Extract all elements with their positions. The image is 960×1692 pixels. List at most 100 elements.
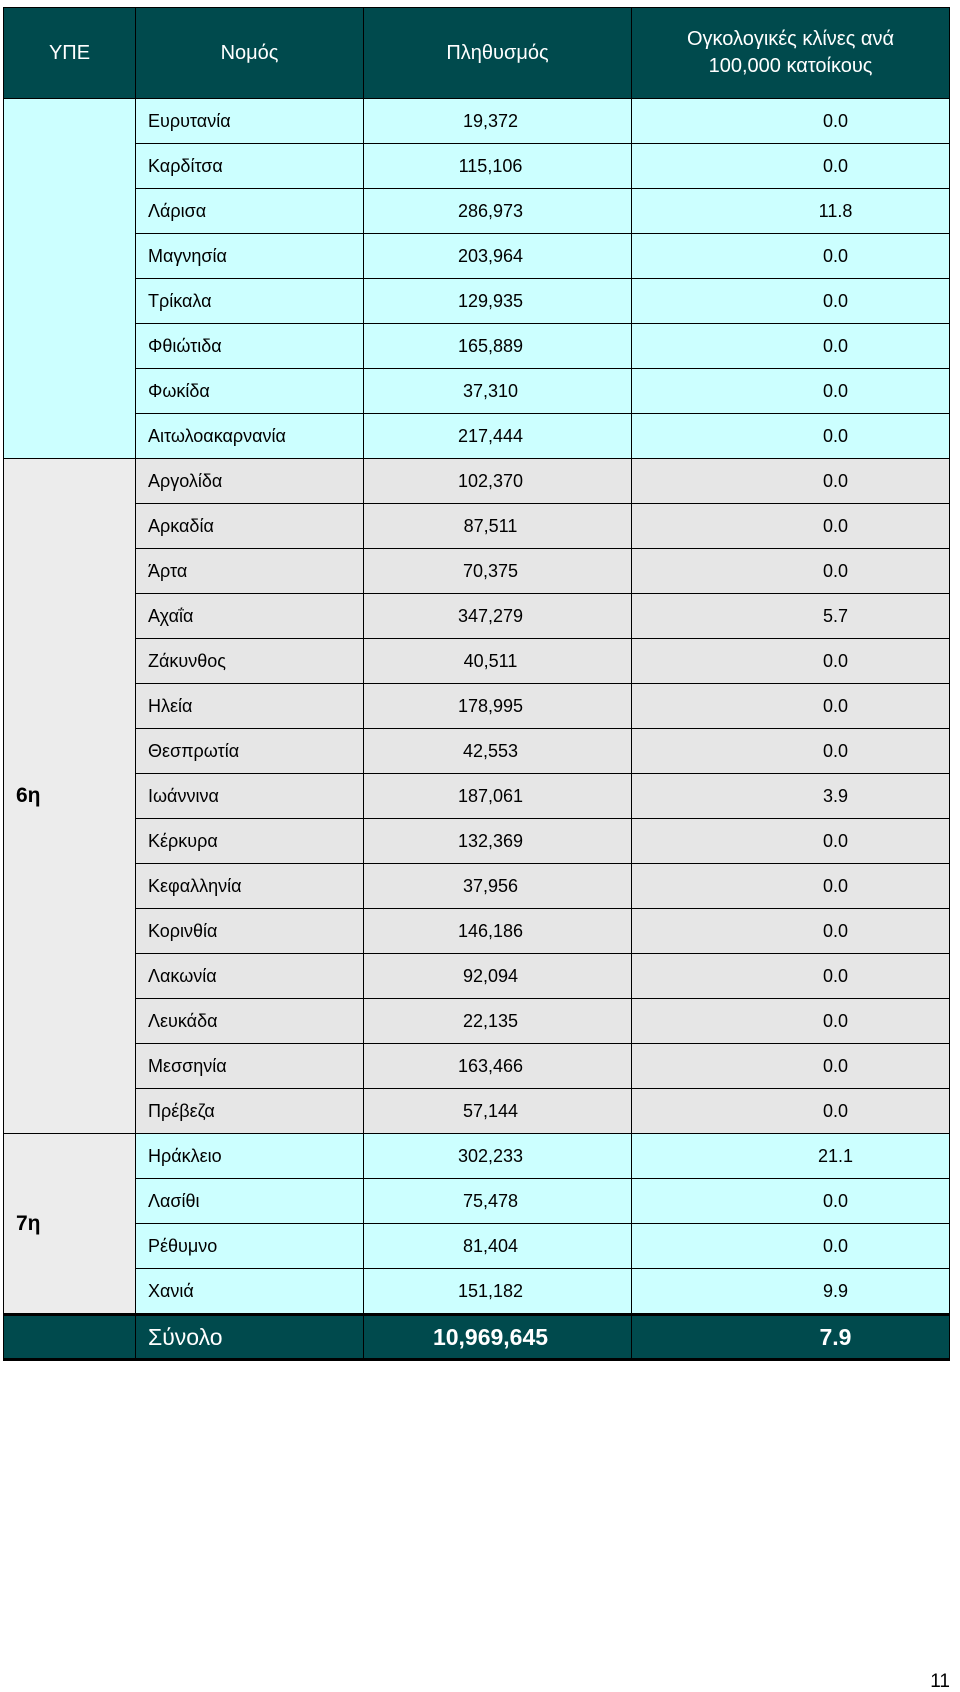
beds-value: 0.0 [631, 1223, 950, 1269]
table-row: Κεφαλληνία 37,956 0.0 [4, 863, 950, 909]
county-name: Ζάκυνθος [135, 638, 364, 684]
upe-group-cell [3, 98, 136, 459]
population-value: 75,478 [363, 1178, 632, 1224]
county-name: Λευκάδα [135, 998, 364, 1044]
population-value: 187,061 [363, 773, 632, 819]
beds-value: 0.0 [631, 908, 950, 954]
population-value: 178,995 [363, 683, 632, 729]
population-value: 81,404 [363, 1223, 632, 1269]
beds-value: 0.0 [631, 458, 950, 504]
population-value: 302,233 [363, 1133, 632, 1179]
table-row: 6η Αργολίδα 102,370 0.0 [3, 458, 950, 1134]
table-row: Φωκίδα 37,310 0.0 [4, 368, 950, 414]
table-row: Λάρισα 286,973 11.8 [4, 188, 950, 234]
beds-value: 0.0 [631, 143, 950, 189]
population-value: 87,511 [363, 503, 632, 549]
table-row: Τρίκαλα 129,935 0.0 [4, 278, 950, 324]
population-value: 286,973 [363, 188, 632, 234]
beds-value: 0.0 [631, 953, 950, 999]
county-name: Ιωάννινα [135, 773, 364, 819]
county-name: Ρέθυμνο [135, 1223, 364, 1269]
county-name: Μαγνησία [135, 233, 364, 279]
table-row: Λακωνία 92,094 0.0 [4, 953, 950, 999]
table-row: Αιτωλοακαρνανία 217,444 0.0 [4, 413, 950, 459]
population-value: 92,094 [363, 953, 632, 999]
header-beds-line1: Ογκολογικές κλίνες ανά [686, 28, 895, 50]
population-value: 37,310 [363, 368, 632, 414]
county-name: Λακωνία [135, 953, 364, 999]
beds-value: 0.0 [631, 368, 950, 414]
table-header-row: ΥΠΕ Νομός Πληθυσμός Ογκολογικές κλίνες α… [3, 7, 950, 99]
table-row: Αχαΐα 347,279 5.7 [4, 593, 950, 639]
beds-value: 0.0 [631, 278, 950, 324]
county-name: Αργολίδα [135, 458, 364, 504]
table-row: Μεσσηνία 163,466 0.0 [4, 1043, 950, 1089]
table-row: Χανιά 151,182 9.9 [4, 1268, 950, 1315]
population-value: 115,106 [363, 143, 632, 189]
county-name: Θεσπρωτία [135, 728, 364, 774]
population-value: 57,144 [363, 1088, 632, 1134]
table-row: Καρδίτσα 115,106 0.0 [4, 143, 950, 189]
beds-value: 0.0 [631, 413, 950, 459]
table-row: Ιωάννινα 187,061 3.9 [4, 773, 950, 819]
table-row: Λευκάδα 22,135 0.0 [4, 998, 950, 1044]
beds-value: 0.0 [631, 818, 950, 864]
population-value: 42,553 [363, 728, 632, 774]
table-row: Άρτα 70,375 0.0 [4, 548, 950, 594]
table-row: Λασίθι 75,478 0.0 [4, 1178, 950, 1224]
population-value: 203,964 [363, 233, 632, 279]
beds-value: 0.0 [631, 548, 950, 594]
table-row: Μαγνησία 203,964 0.0 [4, 233, 950, 279]
beds-value: 5.7 [631, 593, 950, 639]
oncology-beds-table: ΥΠΕ Νομός Πληθυσμός Ογκολογικές κλίνες α… [3, 7, 950, 1361]
beds-value: 0.0 [631, 323, 950, 369]
table-row: Θεσπρωτία 42,553 0.0 [4, 728, 950, 774]
county-name: Ευρυτανία [135, 98, 364, 144]
table-row: Φθιώτιδα 165,889 0.0 [4, 323, 950, 369]
header-beds: Ογκολογικές κλίνες ανά 100,000 κατοίκους [631, 7, 950, 99]
total-row: Σύνολο 10,969,645 7.9 [3, 1313, 950, 1361]
beds-value: 0.0 [631, 233, 950, 279]
population-value: 102,370 [363, 458, 632, 504]
table-row: Ρέθυμνο 81,404 0.0 [4, 1223, 950, 1269]
county-name: Κεφαλληνία [135, 863, 364, 909]
beds-value: 0.0 [631, 683, 950, 729]
table-row: Αρκαδία 87,511 0.0 [4, 503, 950, 549]
header-beds-line2: 100,000 κατοίκους [708, 55, 873, 77]
page-number: 11 [930, 1671, 950, 1692]
beds-value: 0.0 [631, 1178, 950, 1224]
county-name: Λάρισα [135, 188, 364, 234]
total-label: Σύνολο [135, 1313, 364, 1361]
population-value: 129,935 [363, 278, 632, 324]
county-name: Χανιά [135, 1268, 364, 1315]
total-upe-cell [3, 1313, 136, 1361]
beds-value: 0.0 [631, 503, 950, 549]
county-name: Ηλεία [135, 683, 364, 729]
beds-value: 0.0 [631, 1088, 950, 1134]
beds-value: 21.1 [631, 1133, 950, 1179]
county-name: Άρτα [135, 548, 364, 594]
county-name: Φθιώτιδα [135, 323, 364, 369]
upe-group-cell: 7η [3, 1133, 136, 1315]
population-value: 19,372 [363, 98, 632, 144]
county-name: Αρκαδία [135, 503, 364, 549]
county-name: Φωκίδα [135, 368, 364, 414]
header-population: Πληθυσμός [363, 7, 632, 99]
table-row: Πρέβεζα 57,144 0.0 [4, 1088, 950, 1134]
county-name: Καρδίτσα [135, 143, 364, 189]
county-name: Αχαΐα [135, 593, 364, 639]
population-value: 165,889 [363, 323, 632, 369]
beds-value: 9.9 [631, 1268, 950, 1315]
table-row: Κέρκυρα 132,369 0.0 [4, 818, 950, 864]
county-name: Τρίκαλα [135, 278, 364, 324]
beds-value: 11.8 [631, 188, 950, 234]
beds-value: 0.0 [631, 638, 950, 684]
table-row: 7η Ηράκλειο 302,233 21.1 [3, 1133, 950, 1315]
population-value: 70,375 [363, 548, 632, 594]
beds-value: 0.0 [631, 98, 950, 144]
table-row: Ηλεία 178,995 0.0 [4, 683, 950, 729]
header-upe: ΥΠΕ [3, 7, 136, 99]
population-value: 40,511 [363, 638, 632, 684]
county-name: Ηράκλειο [135, 1133, 364, 1179]
population-value: 37,956 [363, 863, 632, 909]
